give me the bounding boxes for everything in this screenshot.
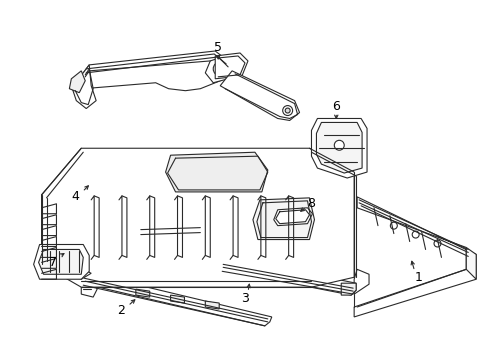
Polygon shape [136, 289, 149, 297]
Polygon shape [205, 56, 235, 83]
Polygon shape [215, 53, 247, 79]
Polygon shape [311, 118, 366, 178]
Circle shape [433, 240, 440, 247]
Polygon shape [273, 208, 312, 226]
Polygon shape [41, 148, 353, 287]
Circle shape [213, 62, 226, 76]
Polygon shape [83, 51, 232, 91]
Polygon shape [41, 253, 91, 279]
Circle shape [282, 105, 292, 116]
Polygon shape [71, 65, 96, 109]
Polygon shape [39, 249, 83, 274]
Polygon shape [69, 71, 85, 93]
Text: 1: 1 [414, 271, 422, 284]
Text: 4: 4 [71, 190, 79, 203]
Circle shape [285, 108, 289, 113]
Polygon shape [252, 198, 314, 239]
Text: 8: 8 [307, 197, 315, 210]
Polygon shape [341, 283, 355, 295]
Polygon shape [165, 152, 267, 192]
Text: 5: 5 [214, 41, 222, 54]
Circle shape [216, 66, 223, 72]
Text: 6: 6 [332, 100, 340, 113]
Polygon shape [81, 273, 271, 326]
Circle shape [389, 222, 396, 229]
Polygon shape [353, 269, 368, 294]
Polygon shape [205, 301, 219, 309]
Polygon shape [353, 197, 475, 317]
Polygon shape [466, 247, 475, 279]
Text: 2: 2 [117, 305, 124, 318]
Text: 3: 3 [241, 292, 248, 305]
Circle shape [411, 231, 418, 238]
Polygon shape [170, 295, 184, 303]
Polygon shape [34, 244, 89, 279]
Text: 7: 7 [49, 256, 58, 269]
Polygon shape [220, 71, 299, 121]
Polygon shape [81, 277, 97, 297]
Polygon shape [316, 122, 361, 173]
Polygon shape [220, 257, 355, 295]
Circle shape [334, 140, 344, 150]
